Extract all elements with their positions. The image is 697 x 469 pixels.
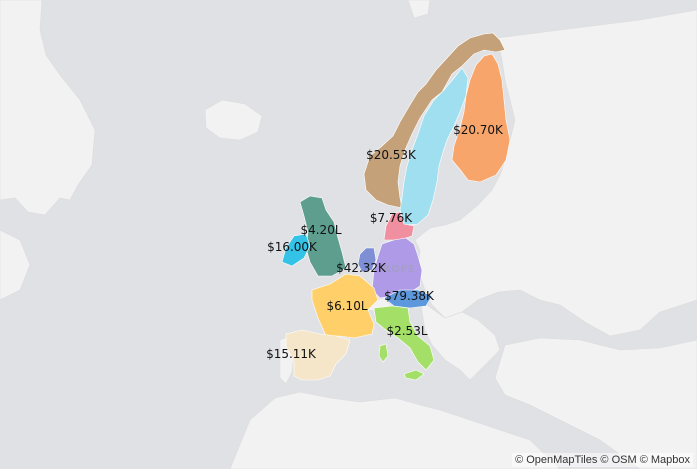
label-netherlands: $42.32K bbox=[336, 261, 387, 275]
label-denmark: $7.76K bbox=[370, 211, 413, 225]
region-sweden[interactable] bbox=[399, 67, 469, 226]
region-france[interactable] bbox=[311, 273, 379, 339]
label-united-kingdom: $4.20L bbox=[300, 223, 341, 237]
land-turkey bbox=[494, 337, 697, 469]
region-spain[interactable] bbox=[285, 329, 351, 381]
region-netherlands[interactable] bbox=[357, 247, 377, 273]
land-africa bbox=[229, 391, 561, 469]
region-ireland[interactable] bbox=[281, 233, 311, 267]
region-watermark-label: ROPE bbox=[383, 264, 415, 275]
land-north-america bbox=[0, 229, 31, 301]
region-norway[interactable] bbox=[363, 32, 506, 209]
land-greenland bbox=[0, 0, 96, 216]
label-norway: $20.53K bbox=[366, 148, 417, 162]
land-balkans bbox=[419, 299, 501, 381]
label-finland: $20.70K bbox=[453, 123, 504, 137]
label-austria: $79.38K bbox=[384, 289, 435, 303]
region-italy[interactable] bbox=[373, 305, 435, 371]
land-iceland bbox=[204, 99, 263, 141]
region-italy-sicily bbox=[403, 369, 425, 381]
label-italy: $2.53L bbox=[386, 324, 427, 338]
region-finland[interactable] bbox=[451, 53, 511, 183]
label-spain: $15.11K bbox=[266, 347, 317, 361]
label-ireland: $16.00K bbox=[267, 240, 318, 254]
map-attribution[interactable]: © OpenMapTiles © OSM © Mapbox bbox=[512, 453, 693, 467]
label-france: $6.10L bbox=[326, 299, 367, 313]
countries bbox=[281, 32, 511, 381]
value-labels: $20.53K $20.70K $7.76K $4.20L $16.00K $4… bbox=[266, 123, 504, 361]
land-svalbard bbox=[407, 0, 431, 19]
region-italy-sardinia bbox=[378, 343, 389, 363]
